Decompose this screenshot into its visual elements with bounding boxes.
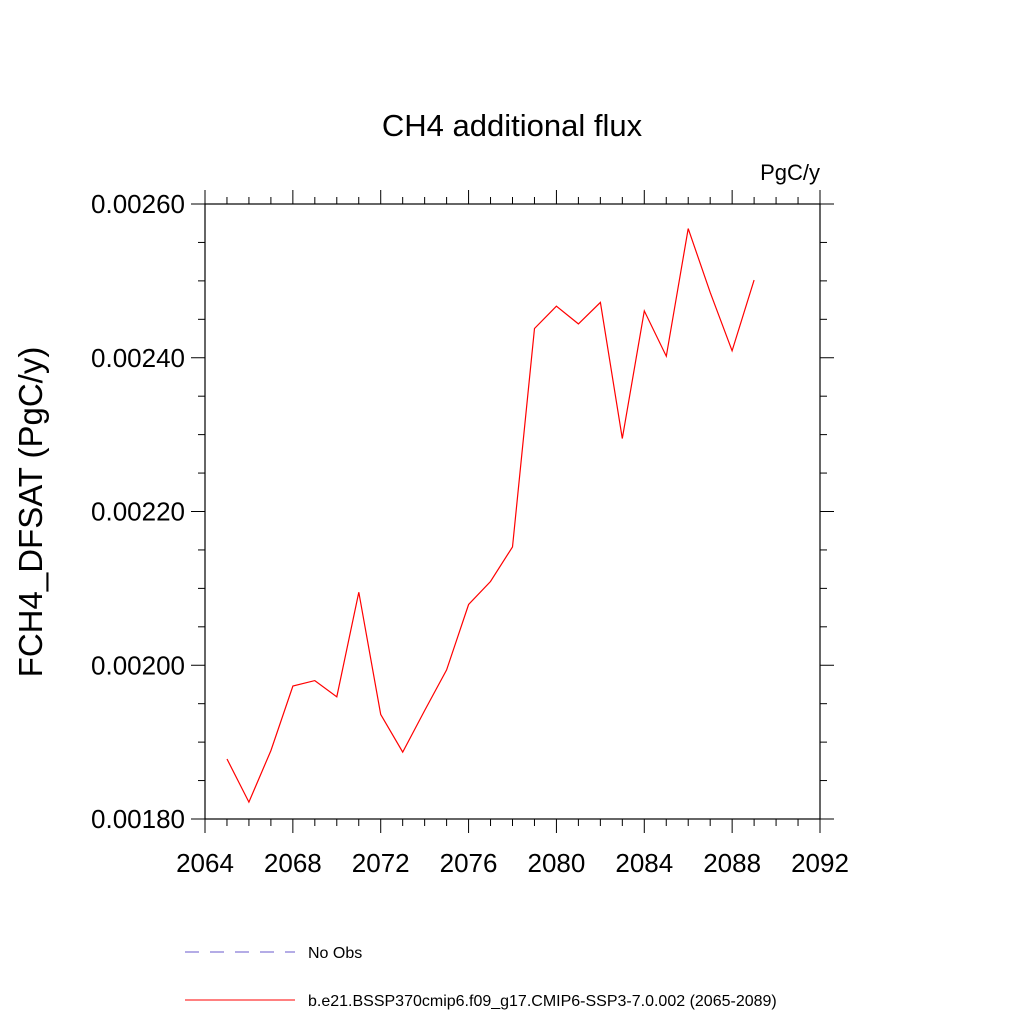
y-tick-label: 0.00260: [91, 189, 185, 219]
units-label: PgC/y: [760, 160, 820, 185]
y-tick-labels: 0.00180 0.00200 0.00220 0.00240 0.00260: [91, 189, 185, 834]
legend-label-model-run: b.e21.BSSP370cmip6.f09_g17.CMIP6-SSP3-7.…: [308, 993, 777, 1010]
x-tick-label: 2080: [528, 848, 586, 878]
x-tick-label: 2068: [264, 848, 322, 878]
x-tick-label: 2088: [703, 848, 761, 878]
axis-ticks: [191, 190, 834, 833]
x-tick-label: 2084: [615, 848, 673, 878]
x-tick-labels: 2064 2068 2072 2076 2080 2084 2088 2092: [176, 848, 849, 878]
y-tick-label: 0.00240: [91, 343, 185, 373]
series-group: [226, 228, 755, 804]
legend-label-no-obs: No Obs: [308, 945, 362, 962]
y-tick-label: 0.00200: [91, 650, 185, 680]
y-axis-label: FCH4_DFSAT (PgC/y): [12, 347, 49, 678]
chart-title: CH4 additional flux: [382, 108, 643, 143]
plot-frame: [204, 203, 821, 820]
series-line: [226, 228, 755, 804]
y-tick-label: 0.00180: [91, 804, 185, 834]
x-tick-label: 2072: [352, 848, 410, 878]
x-tick-label: 2092: [791, 848, 849, 878]
y-tick-label: 0.00220: [91, 497, 185, 527]
x-tick-label: 2076: [440, 848, 498, 878]
x-tick-label: 2064: [176, 848, 234, 878]
